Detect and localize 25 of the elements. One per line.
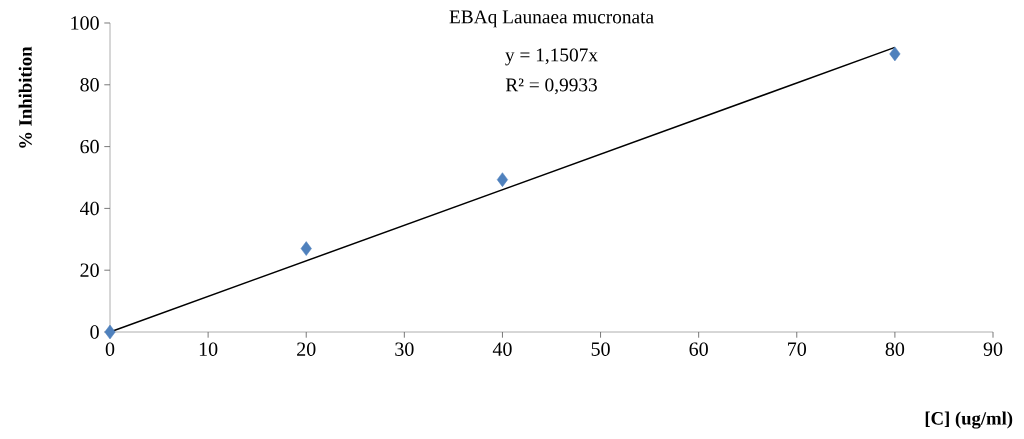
x-tick-label: 80 — [885, 342, 905, 356]
x-tick-label: 90 — [983, 342, 1003, 356]
point — [889, 46, 901, 62]
x-tick-label: 0 — [105, 342, 115, 356]
y-tick-label: 60 — [80, 139, 99, 154]
x-axis-title: [C] (ug/ml) — [925, 411, 1013, 429]
y-tick-label: 80 — [80, 78, 99, 92]
x-tick-label: 40 — [492, 342, 512, 356]
x-tick-label: 60 — [689, 342, 708, 356]
y-axis-title: % Inhibition — [18, 46, 32, 148]
point — [496, 172, 508, 187]
x-tick-label: 20 — [297, 342, 316, 356]
point — [104, 324, 116, 340]
annotation: y = 1,1507x — [505, 48, 598, 66]
point — [300, 241, 312, 256]
x-tick-label: 50 — [591, 342, 610, 356]
y-tick-label: 40 — [80, 201, 99, 216]
x-tick-label: 10 — [199, 342, 218, 356]
y-tick-label: 100 — [71, 16, 99, 30]
annotation: R² = 0,9933 — [505, 78, 597, 95]
y-tick-label: 0 — [90, 325, 99, 339]
x-tick-label: 30 — [395, 342, 414, 356]
x-tick-label: 70 — [788, 342, 807, 356]
chart-title: EBAq Launaea mucronata — [449, 10, 654, 28]
y-tick-label: 20 — [80, 263, 99, 277]
